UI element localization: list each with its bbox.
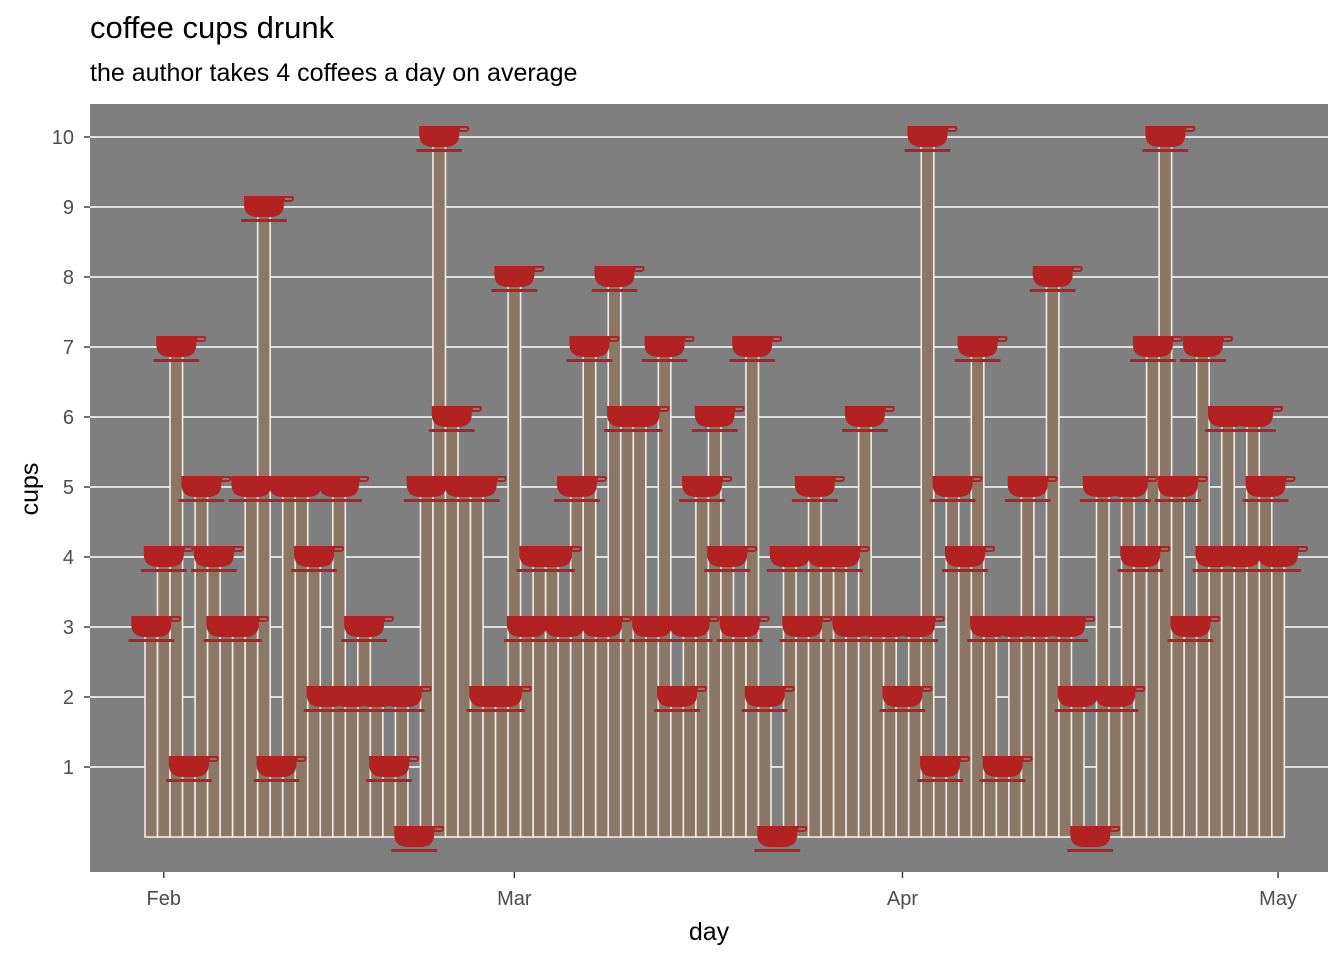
- y-axis-title: cups: [16, 463, 44, 516]
- bar: [1122, 487, 1135, 837]
- y-tick-label: 9: [63, 197, 74, 219]
- y-tick-label: 6: [63, 407, 74, 429]
- y-tick-label: 7: [63, 337, 74, 359]
- bar: [621, 417, 634, 837]
- y-tick-label: 1: [63, 757, 74, 779]
- bar: [984, 627, 997, 837]
- bar: [583, 347, 596, 837]
- bar: [959, 557, 972, 837]
- bar: [1172, 487, 1185, 837]
- bar: [1209, 557, 1222, 837]
- bar: [1272, 557, 1285, 837]
- bar: [195, 487, 208, 837]
- bar: [295, 487, 308, 837]
- bar: [1184, 627, 1197, 837]
- bar: [1046, 277, 1059, 837]
- bar: [1197, 347, 1210, 837]
- x-tick-label: Apr: [887, 888, 918, 910]
- bar: [1034, 627, 1047, 837]
- bar: [884, 627, 897, 837]
- bar: [658, 347, 671, 837]
- y-tick-label: 2: [63, 687, 74, 709]
- bar: [220, 627, 233, 837]
- y-tick-label: 5: [63, 477, 74, 499]
- bar: [483, 697, 496, 837]
- bar: [834, 557, 847, 837]
- y-tick-label: 10: [52, 127, 74, 149]
- bar: [420, 487, 433, 837]
- bar: [571, 487, 584, 837]
- bar: [846, 627, 859, 837]
- bar: [345, 697, 358, 837]
- y-tick-label: 3: [63, 617, 74, 639]
- y-axis: 1 2 3 4 5 6 7 8 9 10: [52, 127, 90, 779]
- bar: [971, 347, 984, 837]
- bar: [996, 767, 1009, 837]
- bar: [270, 767, 283, 837]
- bar: [1059, 627, 1072, 837]
- bar: [821, 557, 834, 837]
- bar: [809, 487, 822, 837]
- bar: [1097, 487, 1110, 837]
- bar: [533, 557, 546, 837]
- bar: [683, 627, 696, 837]
- bar: [784, 557, 797, 837]
- bar: [158, 557, 171, 837]
- x-tick-label: Mar: [497, 888, 532, 910]
- bar: [934, 767, 947, 837]
- bar: [896, 697, 909, 837]
- bar: [646, 627, 659, 837]
- bar: [1147, 347, 1160, 837]
- bar: [721, 557, 734, 837]
- bar: [208, 557, 221, 837]
- bar: [358, 627, 371, 837]
- bar: [1021, 487, 1034, 837]
- bar: [1009, 627, 1022, 837]
- bar: [458, 487, 471, 837]
- bar: [320, 697, 333, 837]
- bar: [946, 487, 959, 837]
- bar: [796, 627, 809, 837]
- bar: [521, 627, 534, 837]
- bar: [233, 627, 246, 837]
- bar: [758, 697, 771, 837]
- bar: [909, 627, 922, 837]
- bar: [496, 697, 509, 837]
- bar: [558, 627, 571, 837]
- bar: [1071, 697, 1084, 837]
- bar: [245, 487, 258, 837]
- bar: [258, 207, 271, 837]
- bar: [508, 277, 521, 837]
- bar: [145, 627, 158, 837]
- y-tick-label: 8: [63, 267, 74, 289]
- bar: [1259, 487, 1272, 837]
- bar: [546, 557, 559, 837]
- bar: [183, 767, 196, 837]
- y-tick-label: 4: [63, 547, 74, 569]
- x-axis-title: day: [689, 918, 730, 946]
- bar: [671, 697, 684, 837]
- bar: [1109, 697, 1122, 837]
- bar: [283, 487, 296, 837]
- x-axis: Feb Mar Apr May: [147, 872, 1297, 910]
- bar: [1134, 557, 1147, 837]
- x-tick-label: Feb: [147, 888, 181, 910]
- x-tick-label: May: [1259, 888, 1297, 910]
- bar: [333, 487, 346, 837]
- bar: [733, 627, 746, 837]
- bar: [596, 627, 609, 837]
- bar: [921, 137, 934, 837]
- bar: [696, 487, 709, 837]
- bar: [1222, 417, 1235, 837]
- bar: [471, 487, 484, 837]
- bar: [871, 627, 884, 837]
- bar: [383, 767, 396, 837]
- bar: [1234, 557, 1247, 837]
- bar: [746, 347, 759, 837]
